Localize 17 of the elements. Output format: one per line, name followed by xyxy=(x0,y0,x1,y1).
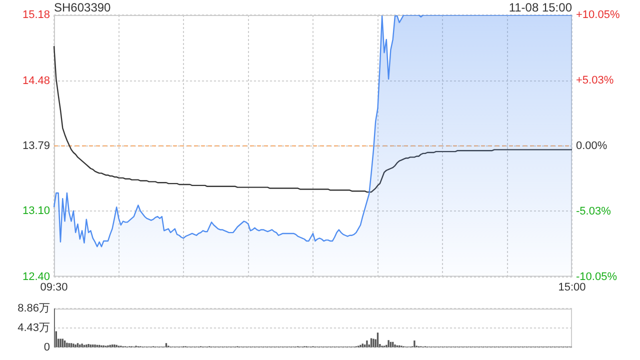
y-tick-label: 13.10 xyxy=(22,204,50,217)
text: 11-08 15:00 xyxy=(508,0,572,14)
y2-tick-label: +5.03% xyxy=(576,74,614,86)
y-tick-label: 8.86万 xyxy=(18,302,50,315)
y-tick-label: 13.79 xyxy=(22,140,50,152)
x-tick-label: 09:30 xyxy=(40,281,68,294)
chart-title: SH603390 xyxy=(54,0,112,14)
y2-tick-label: -10.05% xyxy=(576,270,618,283)
y-tick-label: 15.18 xyxy=(22,9,50,22)
y-tick-label: 14.48 xyxy=(22,74,50,87)
y2-tick-label: +10.05% xyxy=(576,9,620,22)
y-tick-label: 4.43万 xyxy=(18,322,50,334)
x-tick-label: 15:00 xyxy=(558,281,586,294)
y-tick-label: 0 xyxy=(44,341,50,354)
y-tick-label: 12.40 xyxy=(22,270,50,283)
y2-tick-label: 0.00% xyxy=(576,140,608,152)
y2-tick-label: -5.03% xyxy=(576,205,612,218)
